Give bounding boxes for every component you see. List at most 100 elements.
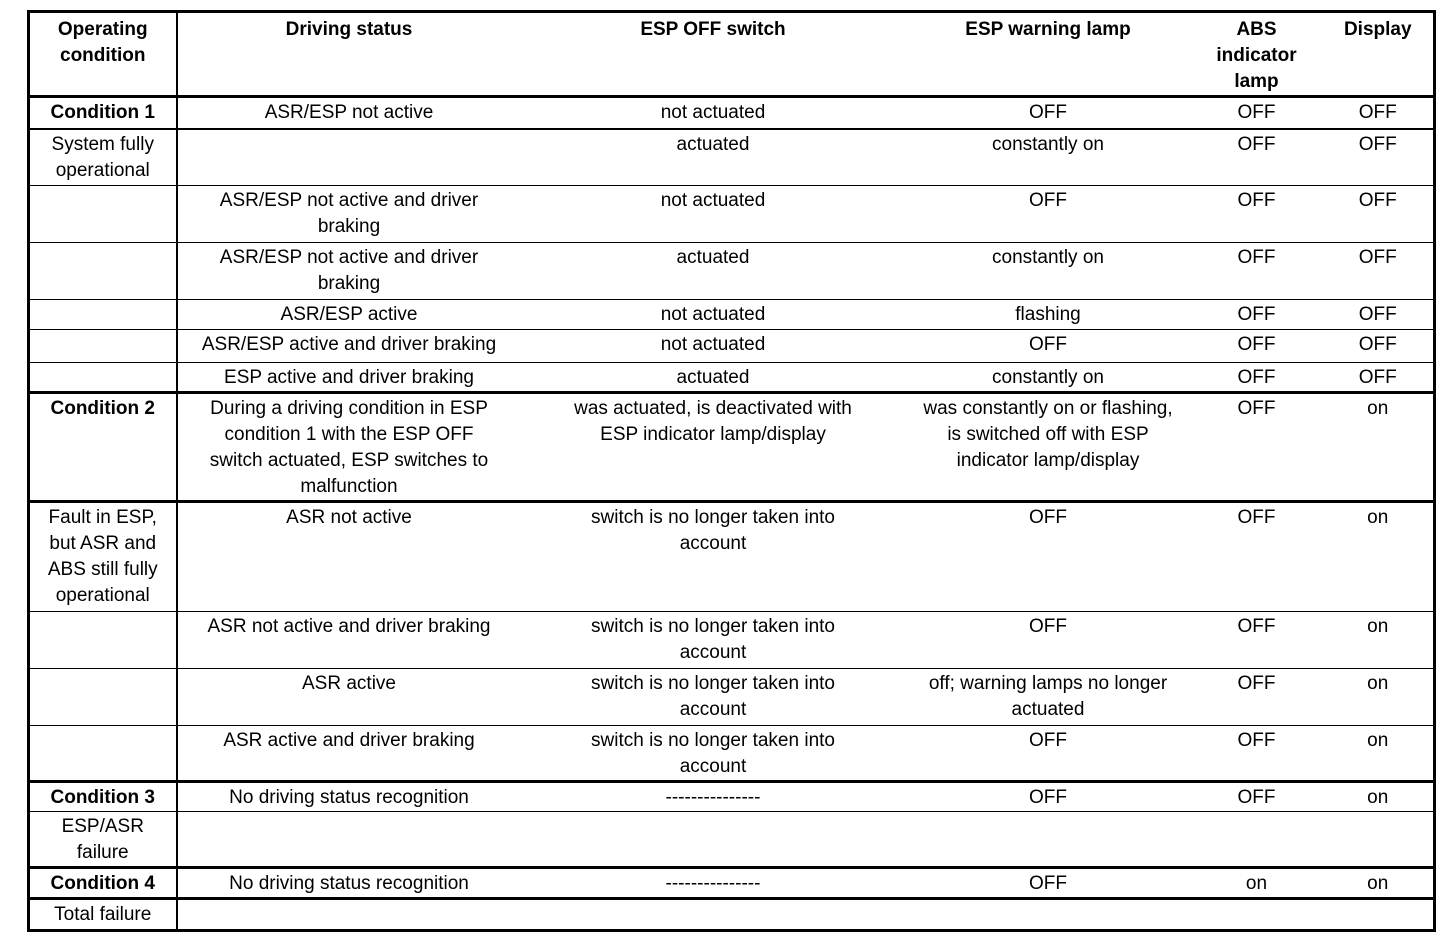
operating-condition-cell: Condition 1 bbox=[28, 96, 178, 130]
column-header-display: Display bbox=[1322, 11, 1435, 98]
operating-condition-cell bbox=[28, 362, 178, 394]
esp-off-switch-cell: not actuated bbox=[520, 299, 906, 330]
esp-warning-lamp-cell: flashing bbox=[905, 299, 1191, 330]
esp-off-switch-cell: was actuated, is deactivated with ESP in… bbox=[520, 392, 906, 503]
display-cell: on bbox=[1322, 867, 1435, 900]
table-row: Total failure bbox=[28, 898, 1435, 931]
esp-warning-lamp-cell: OFF bbox=[905, 96, 1191, 130]
operating-condition-cell: Fault in ESP, but ASR and ABS still full… bbox=[28, 501, 178, 612]
esp-off-switch-cell bbox=[521, 899, 906, 931]
table-row: Condition 2 During a driving condition in… bbox=[28, 392, 1435, 503]
driving-status-cell: ASR/ESP active bbox=[176, 299, 521, 330]
operating-condition-cell bbox=[28, 668, 178, 726]
esp-warning-lamp-cell: off; warning lamps no longer actuated bbox=[905, 668, 1191, 726]
table-row: Fault in ESP, but ASR and ABS still full… bbox=[28, 501, 1435, 612]
column-header-esp-warning-lamp: ESP warning lamp bbox=[905, 11, 1191, 98]
display-cell: OFF bbox=[1322, 362, 1435, 394]
driving-status-cell: ASR not active bbox=[176, 501, 521, 612]
esp-warning-lamp-cell: constantly on bbox=[905, 128, 1191, 186]
table-row: ASR/ESP active not actuated flashing OFF OFF bbox=[28, 299, 1435, 330]
abs-indicator-lamp-cell: OFF bbox=[1190, 242, 1323, 300]
abs-indicator-lamp-cell: OFF bbox=[1190, 611, 1323, 669]
driving-status-cell: ASR/ESP active and driver braking bbox=[176, 329, 521, 363]
operating-condition-cell bbox=[28, 185, 178, 243]
driving-status-cell: ASR/ESP not active and driver braking bbox=[176, 242, 521, 300]
table-header: Operating condition Driving status ESP O… bbox=[28, 11, 1435, 98]
column-header-driving-status: Driving status bbox=[176, 11, 521, 98]
esp-off-switch-cell: actuated bbox=[520, 362, 906, 394]
esp-off-switch-cell: not actuated bbox=[520, 96, 906, 130]
display-cell: on bbox=[1322, 611, 1435, 669]
esp-off-switch-cell: switch is no longer taken into account bbox=[520, 611, 906, 669]
abs-indicator-lamp-cell bbox=[1190, 811, 1323, 869]
abs-indicator-lamp-cell: OFF bbox=[1190, 725, 1323, 783]
abs-indicator-lamp-cell: OFF bbox=[1190, 329, 1323, 363]
driving-status-cell bbox=[177, 899, 521, 931]
driving-status-cell: ESP active and driver braking bbox=[176, 362, 521, 394]
abs-indicator-lamp-cell: OFF bbox=[1190, 501, 1323, 612]
driving-status-cell: ASR active bbox=[176, 668, 521, 726]
display-cell bbox=[1323, 899, 1435, 931]
abs-indicator-lamp-cell: OFF bbox=[1190, 362, 1323, 394]
operating-condition-cell: Condition 3 bbox=[28, 781, 178, 812]
table-row: ASR/ESP not active and driver braking act… bbox=[28, 242, 1435, 300]
table-body: Condition 1 ASR/ESP not active not actuate… bbox=[28, 96, 1435, 931]
operating-condition-cell bbox=[28, 299, 178, 330]
display-cell: OFF bbox=[1322, 128, 1435, 186]
esp-warning-lamp-cell bbox=[906, 899, 1191, 931]
esp-off-switch-cell: --------------- bbox=[520, 781, 906, 812]
driving-status-cell: ASR active and driver braking bbox=[176, 725, 521, 783]
column-header-esp-off-switch: ESP OFF switch bbox=[520, 11, 906, 98]
table-row: Condition 1 ASR/ESP not active not actuate… bbox=[28, 96, 1435, 130]
esp-off-switch-cell: switch is no longer taken into account bbox=[520, 501, 906, 612]
esp-off-switch-cell: --------------- bbox=[520, 867, 906, 900]
driving-status-cell: No driving status recognition bbox=[176, 867, 521, 900]
driving-status-cell: ASR not active and driver braking bbox=[176, 611, 521, 669]
table-row: ASR active and driver braking switch is n… bbox=[28, 725, 1435, 783]
operating-condition-cell bbox=[28, 611, 178, 669]
abs-indicator-lamp-cell: OFF bbox=[1190, 128, 1323, 186]
abs-indicator-lamp-cell: on bbox=[1190, 867, 1323, 900]
esp-warning-lamp-cell bbox=[905, 811, 1191, 869]
abs-indicator-lamp-cell: OFF bbox=[1190, 781, 1323, 812]
display-cell: on bbox=[1322, 781, 1435, 812]
esp-off-switch-cell: actuated bbox=[520, 242, 906, 300]
display-cell: on bbox=[1322, 668, 1435, 726]
driving-status-cell bbox=[176, 811, 521, 869]
esp-warning-lamp-cell: OFF bbox=[905, 725, 1191, 783]
abs-indicator-lamp-cell: OFF bbox=[1190, 392, 1323, 503]
abs-indicator-lamp-cell: OFF bbox=[1190, 668, 1323, 726]
operating-condition-cell bbox=[28, 329, 178, 363]
display-cell: on bbox=[1322, 501, 1435, 612]
display-cell: on bbox=[1322, 392, 1435, 503]
esp-warning-lamp-cell: constantly on bbox=[905, 362, 1191, 394]
driving-status-cell: ASR/ESP not active and driver braking bbox=[176, 185, 521, 243]
esp-warning-lamp-cell: OFF bbox=[905, 781, 1191, 812]
table-row: ASR/ESP active and driver braking not act… bbox=[28, 329, 1435, 363]
abs-indicator-lamp-cell: OFF bbox=[1190, 96, 1323, 130]
operating-condition-cell: Condition 2 bbox=[28, 392, 178, 503]
operating-condition-cell: Total failure bbox=[28, 898, 178, 931]
table-row: ASR/ESP not active and driver braking not… bbox=[28, 185, 1435, 243]
header-row: Operating condition Driving status ESP O… bbox=[28, 11, 1435, 98]
esp-warning-lamp-cell: OFF bbox=[905, 501, 1191, 612]
esp-off-switch-cell bbox=[520, 811, 906, 869]
operating-condition-cell bbox=[28, 725, 178, 783]
operating-condition-cell bbox=[28, 242, 178, 300]
column-header-operating-condition: Operating condition bbox=[28, 11, 178, 98]
display-cell: OFF bbox=[1322, 185, 1435, 243]
display-cell: on bbox=[1322, 725, 1435, 783]
display-cell: OFF bbox=[1322, 329, 1435, 363]
esp-warning-lamp-cell: OFF bbox=[905, 867, 1191, 900]
driving-status-cell: No driving status recognition bbox=[176, 781, 521, 812]
driving-status-cell bbox=[176, 128, 521, 186]
display-cell bbox=[1322, 811, 1435, 869]
esp-off-switch-cell: switch is no longer taken into account bbox=[520, 668, 906, 726]
table-row: System fully operational actuated constant… bbox=[28, 128, 1435, 186]
operating-condition-cell: Condition 4 bbox=[28, 867, 178, 900]
esp-operating-conditions-table: Operating condition Driving status ESP O… bbox=[27, 10, 1436, 932]
table-row: ASR not active and driver braking switch … bbox=[28, 611, 1435, 669]
driving-status-cell: ASR/ESP not active bbox=[176, 96, 521, 130]
table-row: ESP active and driver braking actuated con… bbox=[28, 362, 1435, 394]
